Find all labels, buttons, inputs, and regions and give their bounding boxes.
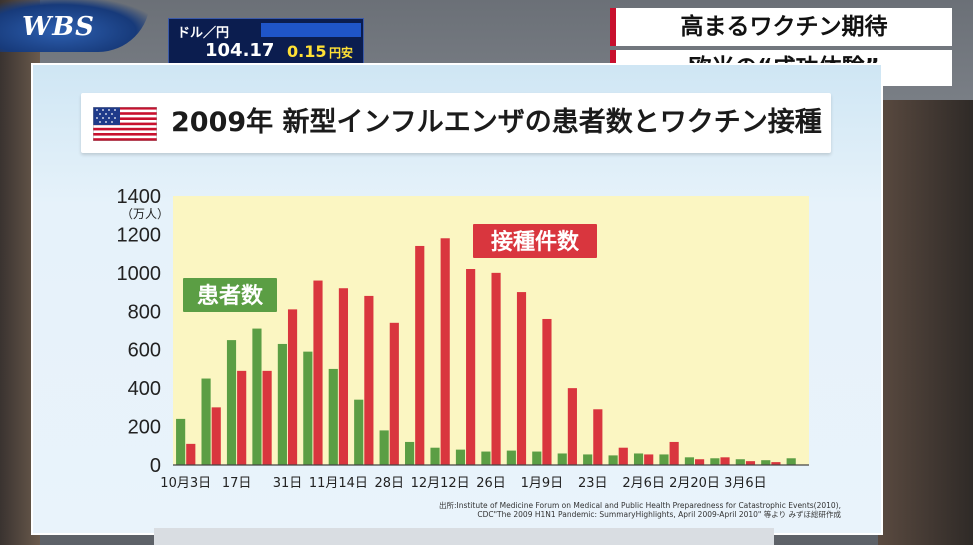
wbs-logo: WBS: [0, 0, 150, 52]
vaccination-series-label: 接種件数: [491, 229, 580, 255]
patients-label-box: [183, 278, 277, 312]
patients-bar: [328, 368, 338, 465]
vaccination-bar: [440, 238, 450, 465]
chart-title-band: 2009年 新型インフルエンザの患者数とワクチン接種: [81, 93, 831, 153]
vaccination-label-box: [473, 224, 597, 258]
vaccination-bar: [745, 461, 756, 465]
vaccination-bar: [237, 370, 247, 465]
patients-bar: [430, 447, 440, 465]
source-note: 出所:Institute of Medicine Forum on Medica…: [241, 501, 841, 519]
vaccination-bar: [364, 295, 374, 465]
patients-bar: [277, 343, 287, 465]
fx-ticker: ドル／円 104.17 0.15 円安: [168, 18, 364, 66]
vaccination-bar: [389, 322, 399, 465]
patients-bar: [201, 378, 211, 465]
x-tick-label: 12月12日: [411, 476, 470, 491]
patients-bar: [252, 328, 262, 465]
patients-bar: [761, 460, 771, 465]
fx-band: [261, 23, 361, 37]
vaccination-bar: [466, 269, 476, 465]
vaccination-bar: [262, 370, 272, 465]
patients-bar: [481, 451, 491, 465]
patients-bar: [710, 458, 720, 465]
patients-bar: [506, 450, 516, 465]
patients-bar: [608, 455, 618, 465]
patients-bar: [786, 458, 796, 465]
patients-bar: [633, 453, 644, 465]
x-tick-label: 17日: [222, 476, 252, 491]
vaccination-bar: [338, 288, 349, 465]
vaccination-bar: [491, 272, 501, 465]
y-tick-label: 600: [128, 340, 161, 362]
source-line-2: CDC"The 2009 H1N1 Pandemic: SummaryHighl…: [477, 510, 841, 519]
patients-bar: [557, 453, 567, 465]
patients-bar: [405, 441, 415, 465]
vaccination-bar: [669, 441, 679, 465]
vaccination-bar: [720, 457, 730, 465]
us-flag-icon: [93, 107, 157, 141]
caption-line-1: 高まるワクチン期待: [610, 8, 952, 46]
x-tick-label: 3月6日: [724, 476, 767, 491]
source-line-1: 出所:Institute of Medicine Forum on Medica…: [438, 501, 841, 510]
y-tick-label: 1200: [117, 224, 162, 246]
x-tick-label: 1月9日: [521, 476, 564, 491]
patients-bar: [176, 418, 186, 465]
vaccination-bar: [593, 409, 603, 465]
patients-bar: [532, 451, 542, 465]
patients-bar: [659, 454, 669, 465]
vaccination-bar: [695, 459, 705, 465]
bar-chart: 0 200 400 600 800 1000 1200 1400（万人） 10月3日 17日 31日…: [117, 186, 809, 491]
vaccination-bar: [211, 407, 221, 465]
y-tick-label: 1400: [117, 186, 162, 208]
patients-bar: [379, 430, 389, 465]
x-tick-label: 26日: [476, 476, 506, 491]
vaccination-bar: [542, 318, 552, 465]
studio-background-right: [878, 100, 973, 545]
y-tick-label: 200: [128, 417, 161, 439]
vaccination-bar: [186, 443, 196, 465]
patients-series-label: 患者数: [197, 283, 264, 309]
fx-pair-label: ドル／円: [177, 26, 230, 41]
vaccination-bar: [771, 462, 781, 465]
vaccination-bar: [644, 454, 654, 465]
logo-text: WBS: [22, 12, 95, 42]
patients-bar: [684, 457, 695, 465]
y-tick-label: 800: [128, 301, 161, 323]
vaccination-bar: [567, 388, 577, 465]
patients-bar: [303, 351, 313, 465]
fx-change: 0.15: [287, 42, 327, 61]
patients-bar: [226, 340, 237, 465]
y-tick-label: 1000: [117, 263, 162, 285]
bottom-strip: [154, 528, 774, 545]
y-tick-label: 0: [150, 455, 161, 477]
vaccination-bar: [287, 309, 298, 465]
x-tick-label: 31日: [273, 476, 303, 491]
x-tick-label: 10月3日: [160, 476, 211, 491]
chart-title: 2009年 新型インフルエンザの患者数とワクチン接種: [171, 107, 822, 138]
fx-change-unit: 円安: [329, 46, 354, 60]
chart-board: 2009年 新型インフルエンザの患者数とワクチン接種 0 200 400 600 800…: [31, 63, 883, 535]
x-tick-label: 28日: [374, 476, 404, 491]
y-tick-label: 400: [128, 378, 161, 400]
x-tick-label: 2月20日: [669, 476, 720, 491]
x-tick-label: 11月14日: [309, 476, 368, 491]
x-tick-label: 23日: [578, 476, 608, 491]
y-axis-label: （万人）: [121, 207, 169, 221]
patients-bar: [455, 449, 466, 465]
vaccination-bar: [415, 245, 425, 465]
patients-bar: [354, 399, 364, 465]
patients-bar: [735, 459, 745, 465]
patients-bar: [583, 454, 593, 465]
fx-rate: 104.17: [205, 40, 275, 61]
vaccination-bar: [618, 447, 628, 465]
vaccination-bar: [516, 292, 527, 465]
vaccination-bar: [313, 280, 323, 465]
x-tick-label: 2月6日: [622, 476, 665, 491]
